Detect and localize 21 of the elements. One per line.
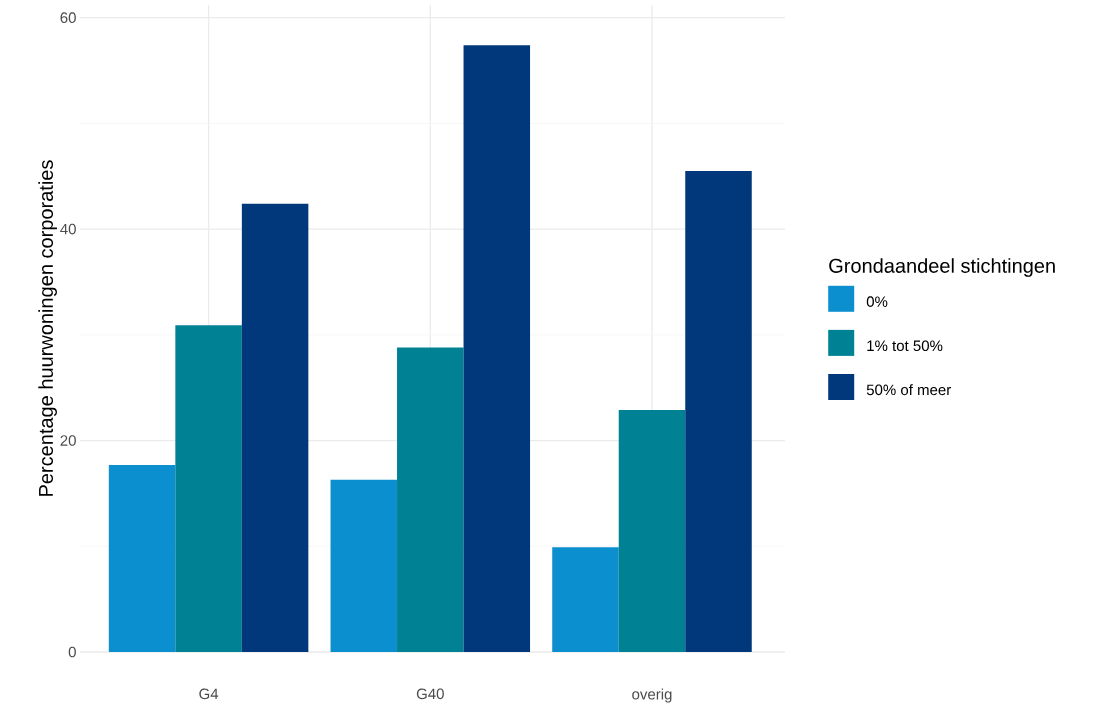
x-tick-label: G40 <box>416 688 444 700</box>
bar <box>685 170 752 652</box>
y-tick-label: 40 <box>60 223 76 235</box>
y-tick-label: 60 <box>60 12 76 23</box>
bar <box>397 347 464 652</box>
legend-label: 50% of meer <box>866 384 951 396</box>
x-tick-label: G4 <box>199 688 219 700</box>
bar <box>108 464 176 652</box>
legend-label: 1% tot 50% <box>867 340 943 352</box>
bar <box>552 547 619 652</box>
y-tick-label: 20 <box>60 435 76 446</box>
bar <box>618 409 686 652</box>
bar <box>330 479 398 652</box>
bar <box>463 45 531 652</box>
bar <box>241 203 309 652</box>
y-tick-label: 0 <box>68 646 76 658</box>
legend-label: 0% <box>866 296 888 307</box>
x-tick-label: overig <box>632 688 672 703</box>
legend-title: Grondaandeel stichtingen <box>829 258 1055 277</box>
y-axis-title: Percentage huurwoningen corporaties <box>38 160 57 496</box>
bar <box>175 325 242 652</box>
